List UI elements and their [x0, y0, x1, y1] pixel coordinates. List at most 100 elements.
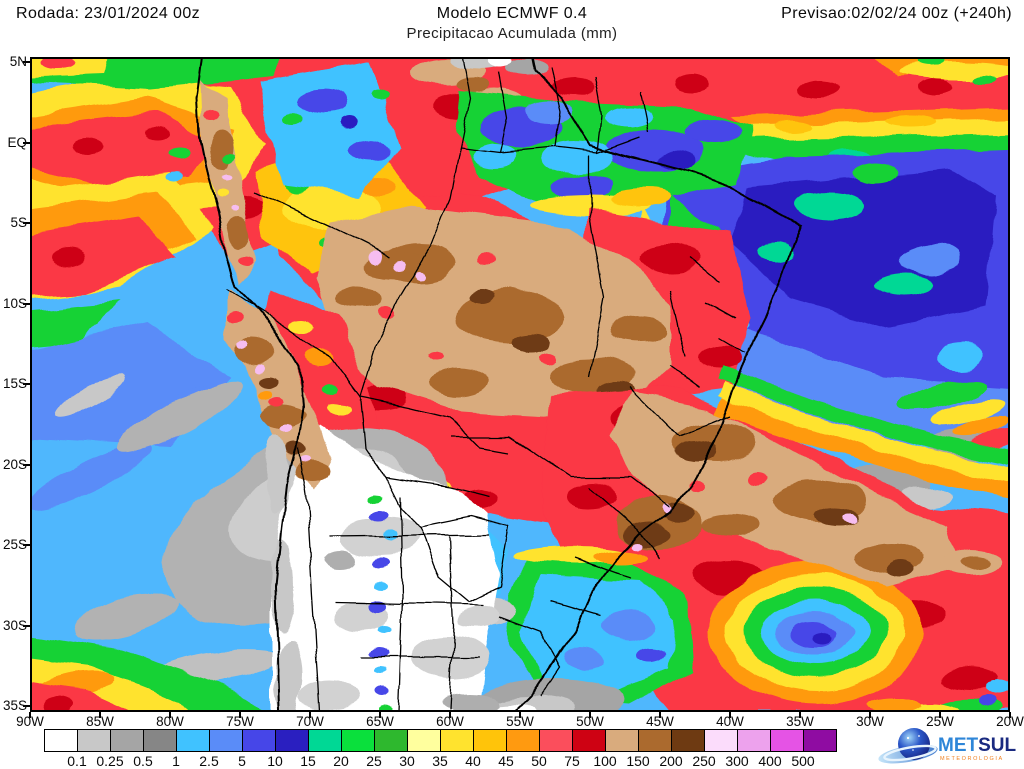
lon-tick [659, 712, 661, 718]
lat-axis-label: 20S [2, 456, 27, 472]
lat-axis-label: 10S [2, 295, 27, 311]
map-area [30, 57, 1010, 712]
legend-swatch [242, 729, 276, 752]
lon-tick [799, 712, 801, 718]
metsul-logo: METSUL METEOROLOGIA [878, 728, 1016, 764]
logo-wordmark: METSUL [938, 735, 1016, 756]
legend-swatch [803, 729, 837, 752]
lon-axis-label: 50W [576, 714, 604, 729]
political-borders [196, 57, 802, 712]
legend-swatch [572, 729, 606, 752]
model-title: Modelo ECMWF 0.4 [436, 5, 588, 22]
lon-tick [239, 712, 241, 718]
lat-tick [23, 544, 30, 546]
lat-axis-label: 15S [2, 376, 27, 391]
legend-swatch [209, 729, 243, 752]
legend-value: 45 [498, 753, 514, 769]
lon-axis-label: 55W [506, 714, 534, 729]
lon-tick [729, 712, 731, 718]
legend-value: 400 [758, 753, 782, 769]
lat-axis-label: 5S [10, 215, 27, 230]
lon-tick [869, 712, 871, 718]
lat-axis-label: 35S [2, 698, 27, 713]
lon-axis-label: 25W [926, 714, 954, 729]
lon-axis-label: 45W [646, 714, 674, 729]
legend-value: 0.25 [96, 753, 124, 769]
legend-value: 500 [791, 753, 815, 769]
legend-swatch [473, 729, 507, 752]
legend-value: 25 [366, 753, 382, 769]
lon-tick [589, 712, 591, 718]
lon-axis-label: 60W [436, 714, 464, 729]
legend-swatch [176, 729, 210, 752]
lon-axis-label: 80W [156, 714, 184, 729]
legend-value: 300 [725, 753, 749, 769]
legend-value: 30 [399, 753, 415, 769]
legend-swatch [143, 729, 177, 752]
lon-tick [519, 712, 521, 718]
legend-swatch [407, 729, 441, 752]
legend-value: 50 [531, 753, 547, 769]
lon-axis-label: 70W [296, 714, 324, 729]
precipitation-fields [30, 57, 1010, 712]
legend-value: 40 [465, 753, 481, 769]
lon-axis-label: 85W [86, 714, 114, 729]
legend-value: 5 [238, 753, 246, 769]
legend-value: 20 [333, 753, 349, 769]
legend-swatch [374, 729, 408, 752]
lat-tick [23, 705, 30, 707]
run-label: Rodada: 23/01/2024 00z [16, 5, 201, 22]
lon-tick [99, 712, 101, 718]
lon-axis-label: 30W [856, 714, 884, 729]
map-subtitle: Precipitacao Acumulada (mm) [406, 25, 618, 42]
legend-value: 1 [172, 753, 180, 769]
legend-swatch [671, 729, 705, 752]
legend-value: 150 [626, 753, 650, 769]
lon-axis-label: 20W [996, 714, 1024, 729]
legend-swatch [440, 729, 474, 752]
lat-axis-label: 30S [2, 617, 27, 633]
lat-axis-label: EQ [7, 134, 27, 150]
lat-tick [23, 383, 30, 385]
lon-axis-label: 75W [226, 714, 254, 729]
legend-swatch [506, 729, 540, 752]
legend-swatch [539, 729, 573, 752]
legend-value: 2.5 [199, 753, 219, 769]
lat-tick [23, 222, 30, 224]
legend-value: 75 [564, 753, 580, 769]
legend-value: 15 [300, 753, 316, 769]
legend-swatch [638, 729, 672, 752]
lat-tick [23, 463, 30, 466]
lat-tick [23, 302, 30, 305]
legend-swatch [77, 729, 111, 752]
lon-tick [29, 712, 31, 718]
legend-value: 10 [267, 753, 283, 769]
lon-tick [379, 712, 381, 718]
legend-swatch [110, 729, 144, 752]
lon-tick [169, 712, 171, 718]
precipitation-map [30, 57, 1010, 712]
legend-swatch [341, 729, 375, 752]
lon-tick [309, 712, 311, 718]
legend-value: 200 [659, 753, 683, 769]
legend-value: 100 [593, 753, 617, 769]
lon-tick [1009, 712, 1011, 718]
lon-axis-label: 40W [716, 714, 744, 729]
lat-axis-label: 25S [2, 537, 27, 552]
globe-icon [898, 728, 930, 760]
legend-swatch [44, 729, 78, 752]
legend-value: 35 [432, 753, 448, 769]
forecast-label: Previsao:02/02/24 00z (+240h) [781, 5, 1012, 22]
lon-axis-label: 65W [366, 714, 394, 729]
lon-tick [939, 712, 941, 718]
legend-value: 250 [692, 753, 716, 769]
lon-axis-label: 35W [786, 714, 814, 729]
lat-tick [23, 141, 30, 144]
legend-swatch [770, 729, 804, 752]
lat-axis-label: 5N [9, 54, 27, 69]
legend-swatch [308, 729, 342, 752]
legend-swatch [704, 729, 738, 752]
lon-axis-label: 90W [16, 714, 44, 729]
map-frame [30, 57, 1010, 712]
